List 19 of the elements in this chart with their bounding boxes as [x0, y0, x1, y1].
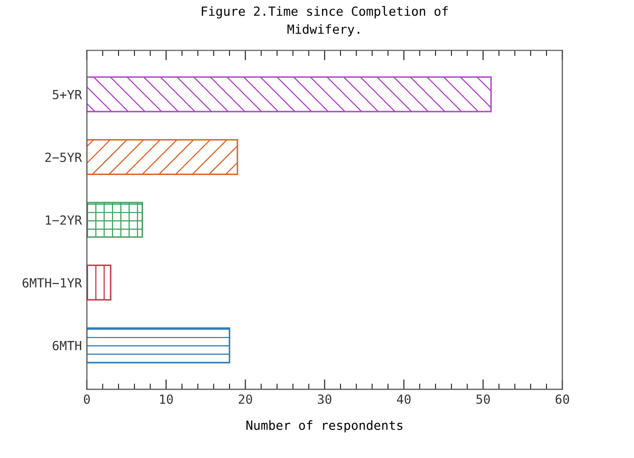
x-tick-label: 50	[476, 394, 490, 404]
x-tick-label: 30	[318, 394, 332, 404]
x-tick-label: 10	[160, 394, 173, 404]
x-tick-label: 40	[396, 394, 411, 404]
y-tick-label: 6MTH−1YR	[22, 278, 82, 288]
bar	[86, 202, 144, 238]
bar	[86, 264, 112, 301]
bar	[86, 139, 238, 176]
bar	[86, 76, 492, 112]
y-tick-label: 1−2YR	[46, 215, 82, 225]
y-tick-label: 5+YR	[52, 90, 82, 100]
x-tick-label: 20	[238, 394, 252, 404]
x-axis-title: Number of respondents	[246, 420, 402, 432]
chart-title: Figure 2.Time since Completion of Midwifery.	[202, 6, 448, 36]
x-tick-label: 60	[556, 394, 570, 404]
y-tick-label: 2−5YR	[45, 152, 82, 162]
bar	[86, 327, 230, 364]
y-tick-label: 6MTH	[52, 340, 82, 350]
x-tick-label: 0	[84, 394, 90, 404]
